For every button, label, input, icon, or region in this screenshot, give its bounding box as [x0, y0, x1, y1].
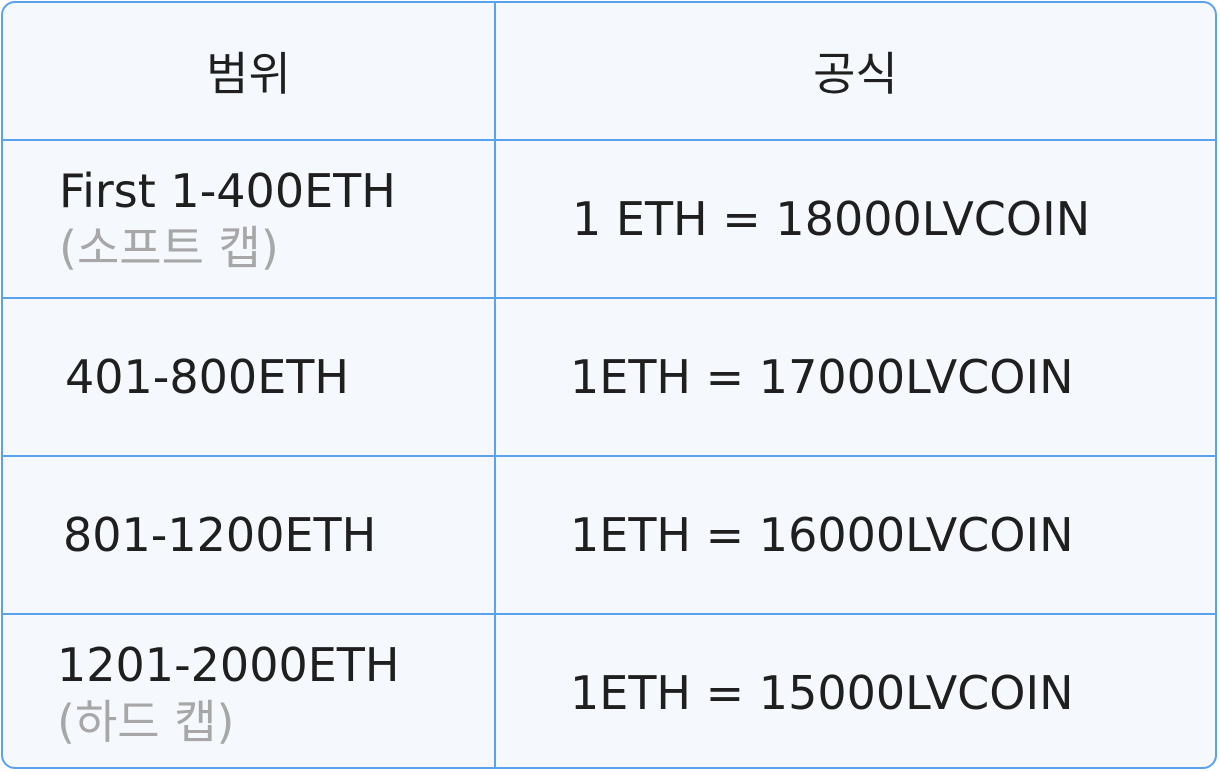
- formula-cell: 1ETH = 15000LVCOIN: [496, 615, 1215, 767]
- range-cell: 1201-2000ETH (하드 캡): [3, 615, 496, 767]
- formula-cell: 1 ETH = 18000LVCOIN: [496, 141, 1215, 297]
- table-header-row: 범위 공식: [3, 3, 1215, 141]
- soft-cap-note: (소프트 캡): [59, 221, 279, 275]
- header-range: 범위: [3, 3, 496, 139]
- table-row: 1201-2000ETH (하드 캡) 1ETH = 15000LVCOIN: [3, 615, 1215, 767]
- formula-label: 1ETH = 17000LVCOIN: [570, 350, 1074, 404]
- range-label: First 1-400ETH: [59, 164, 396, 218]
- header-range-label: 범위: [206, 47, 291, 101]
- formula-label: 1ETH = 16000LVCOIN: [570, 508, 1074, 562]
- formula-label: 1ETH = 15000LVCOIN: [570, 666, 1074, 720]
- formula-cell: 1ETH = 17000LVCOIN: [496, 299, 1215, 455]
- formula-label: 1 ETH = 18000LVCOIN: [572, 192, 1091, 246]
- range-cell: 401-800ETH: [3, 299, 496, 455]
- range-label: 801-1200ETH: [63, 508, 377, 562]
- range-cell: First 1-400ETH (소프트 캡): [3, 141, 496, 297]
- range-label: 1201-2000ETH: [57, 638, 400, 692]
- table-row: First 1-400ETH (소프트 캡) 1 ETH = 18000LVCO…: [3, 141, 1215, 299]
- header-formula-label: 공식: [813, 47, 898, 101]
- header-formula: 공식: [496, 3, 1215, 139]
- formula-cell: 1ETH = 16000LVCOIN: [496, 457, 1215, 613]
- range-label: 401-800ETH: [65, 350, 349, 404]
- table-row: 401-800ETH 1ETH = 17000LVCOIN: [3, 299, 1215, 457]
- hard-cap-note: (하드 캡): [57, 695, 235, 749]
- table-row: 801-1200ETH 1ETH = 16000LVCOIN: [3, 457, 1215, 615]
- range-cell: 801-1200ETH: [3, 457, 496, 613]
